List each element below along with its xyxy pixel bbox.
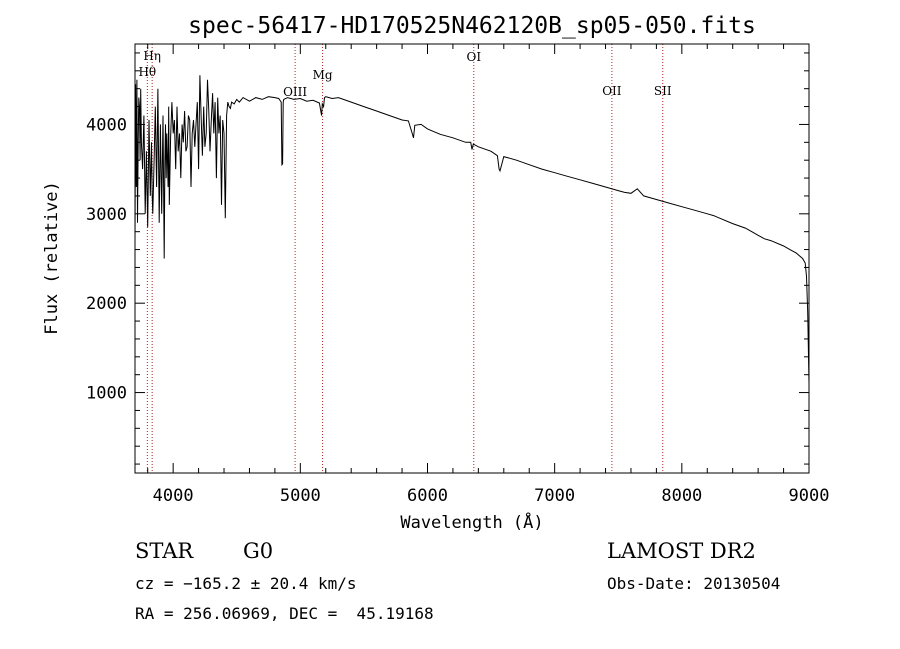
chart-title: spec-56417-HD170525N462120B_sp05-050.fit…: [188, 13, 756, 39]
marker-label-4: OI: [466, 50, 481, 64]
redshift-velocity: cz = −165.2 ± 20.4 km/s: [135, 574, 357, 593]
y-tick-label-2: 3000: [86, 205, 127, 225]
object-subclass: G0: [243, 539, 274, 563]
marker-label-1: Hθ: [138, 65, 156, 79]
y-tick-label-3: 4000: [86, 115, 127, 135]
marker-label-0: Hη: [143, 49, 161, 63]
x-tick-label-0: 4000: [153, 486, 194, 506]
emission-line-labels: Hη Hθ OIII Mg OI OII SII: [138, 49, 671, 99]
object-class: STAR: [135, 539, 194, 563]
marker-label-3: Mg: [313, 68, 333, 82]
x-tick-label-5: 9000: [789, 486, 830, 506]
marker-label-2: OIII: [283, 85, 307, 99]
x-tick-label-4: 8000: [661, 486, 702, 506]
x-tick-label-1: 5000: [280, 486, 321, 506]
y-tick-label-1: 2000: [86, 294, 127, 314]
y-axis: 1000 2000 3000 4000: [86, 52, 809, 465]
x-axis: 4000 5000 6000 7000 8000 9000: [147, 44, 830, 506]
x-tick-label-3: 7000: [534, 486, 575, 506]
x-axis-label: Wavelength (Å): [400, 511, 543, 533]
y-axis-label: Flux (relative): [42, 181, 62, 335]
survey-name: LAMOST DR2: [607, 539, 756, 563]
series-line-flux: [134, 75, 810, 384]
coordinates: RA = 256.06969, DEC = 45.19168: [135, 604, 434, 623]
y-tick-label-0: 1000: [86, 384, 127, 404]
marker-label-5: OII: [602, 84, 622, 98]
x-tick-label-2: 6000: [407, 486, 448, 506]
plot-frame: [134, 43, 810, 474]
observation-date: Obs-Date: 20130504: [607, 574, 781, 593]
emission-line-markers: [146, 44, 664, 473]
marker-label-6: SII: [654, 84, 672, 98]
